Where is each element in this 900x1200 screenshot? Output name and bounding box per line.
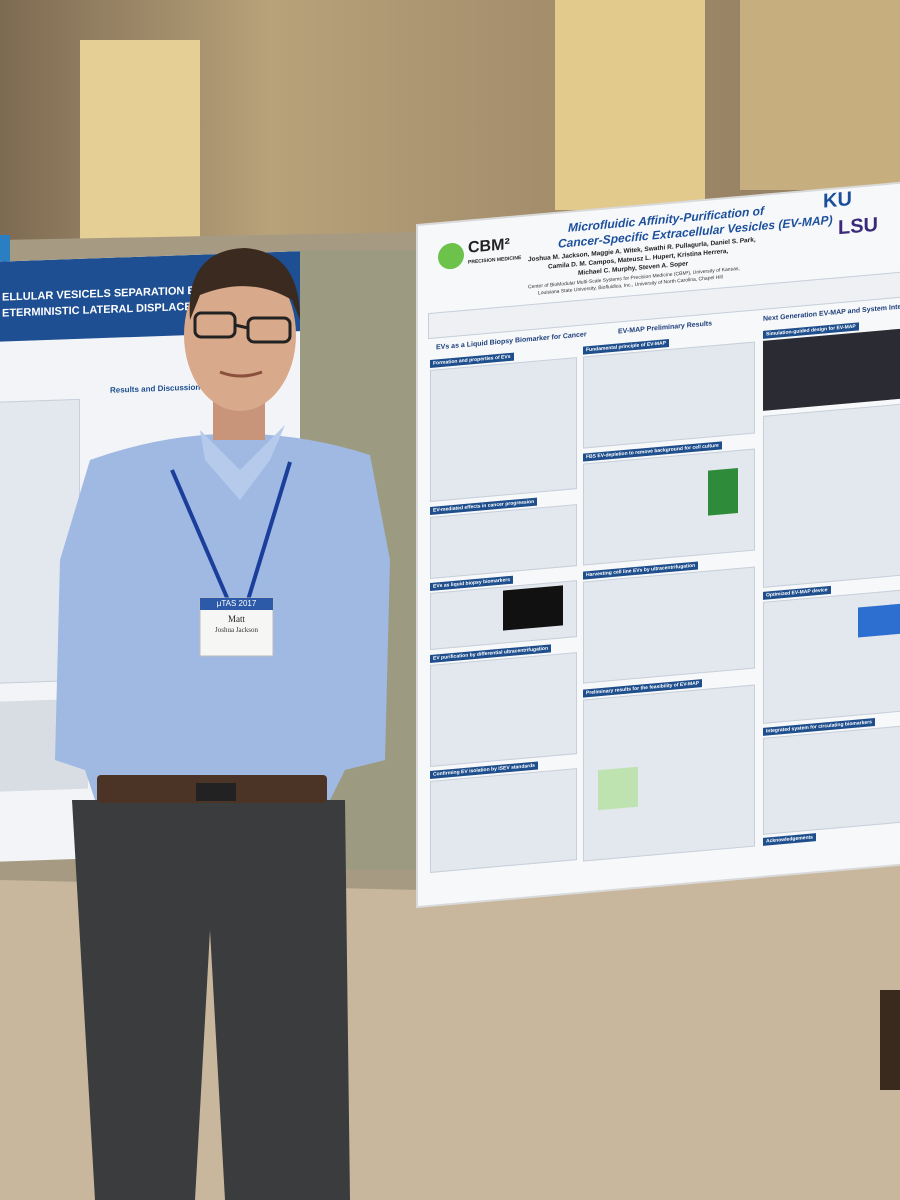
pants <box>72 800 350 1200</box>
badge-name: Matt <box>228 614 245 624</box>
face <box>184 259 296 411</box>
wall-panel <box>740 0 900 190</box>
hair <box>189 248 300 320</box>
badge-event: μTAS 2017 <box>216 599 257 608</box>
collar <box>200 425 285 500</box>
glasses <box>246 316 292 344</box>
badge-full-name: Joshua Jackson <box>215 626 258 634</box>
belt-buckle <box>196 783 236 801</box>
glasses-bridge <box>234 323 249 330</box>
pillar <box>555 0 705 210</box>
badge-strip <box>200 598 273 610</box>
mouth <box>219 370 263 378</box>
lanyard <box>246 461 292 601</box>
person-foot <box>880 990 900 1090</box>
pillar <box>80 40 200 270</box>
board-tab <box>0 235 10 275</box>
lanyard <box>170 469 230 601</box>
